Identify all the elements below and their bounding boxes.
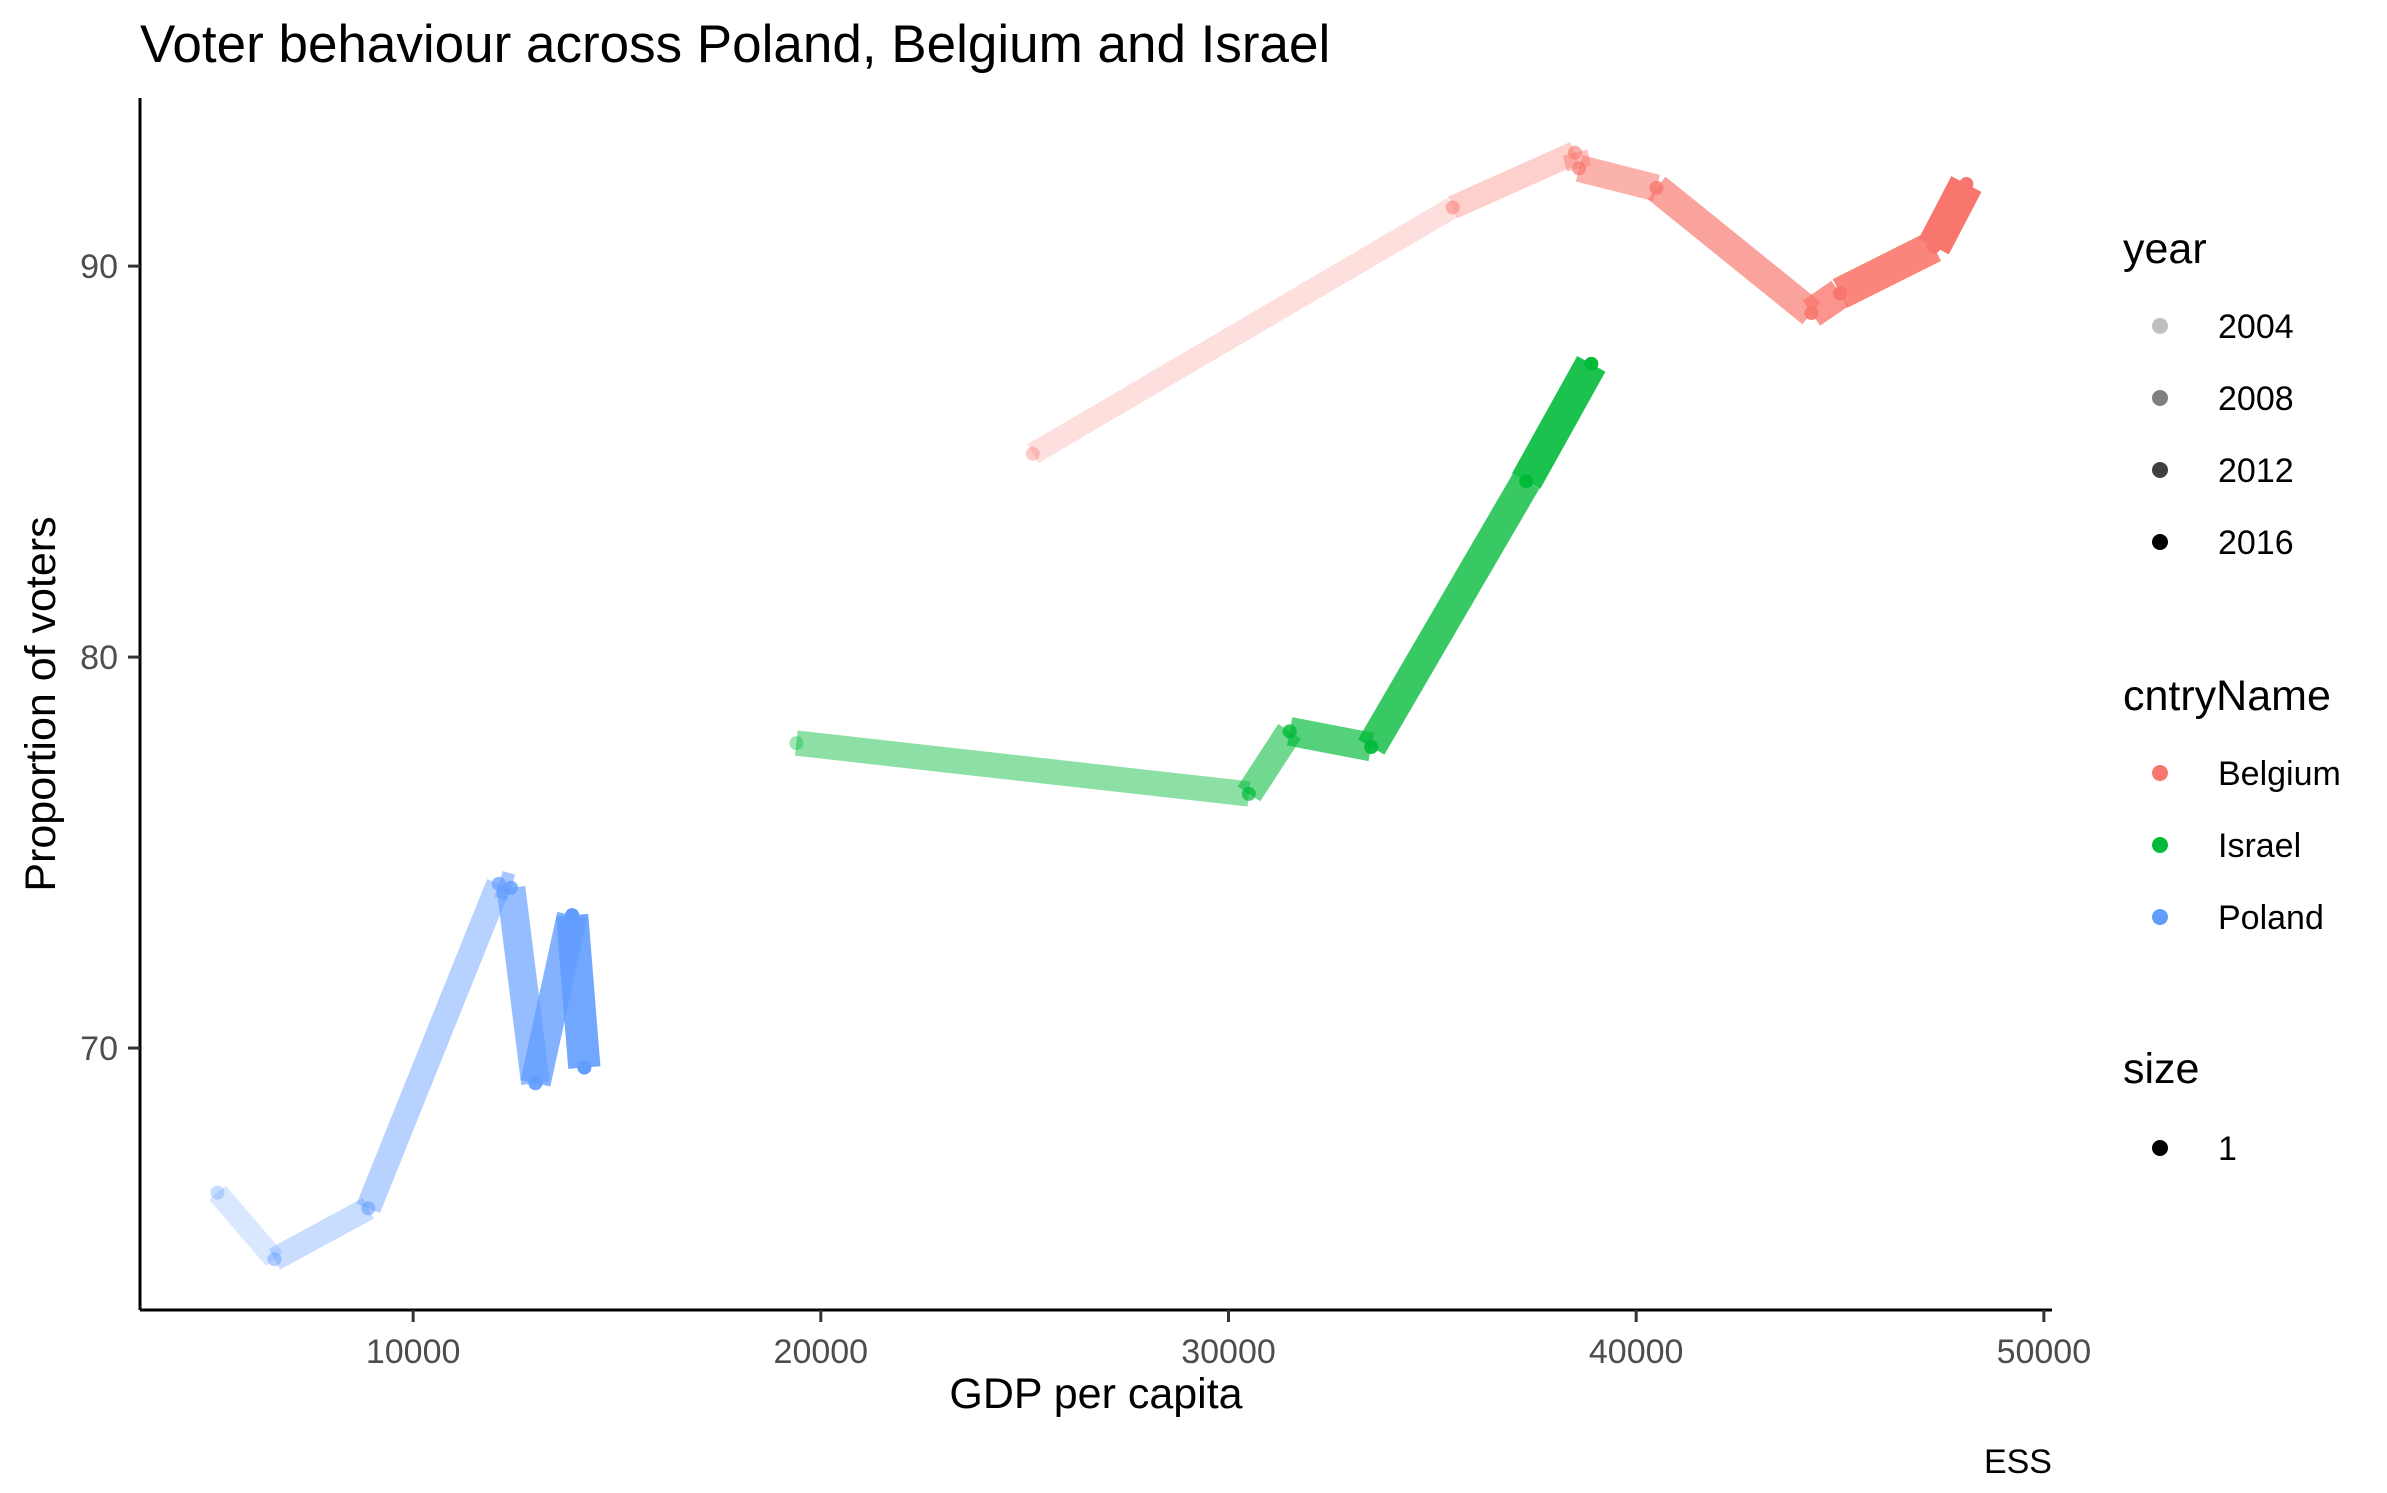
legend-key — [2152, 837, 2168, 853]
y-ticks: 70 80 90 — [80, 248, 140, 1068]
series-segment — [209, 1185, 283, 1267]
x-axis-title: GDP per capita — [949, 1370, 1242, 1418]
legend-cntryname: cntryName Belgium Israel Poland — [2123, 672, 2341, 937]
legend-year: year 2004 2008 2012 2016 — [2123, 225, 2294, 562]
legend-key — [2152, 1140, 2168, 1156]
chart-caption: ESS — [1984, 1443, 2052, 1481]
legend-key — [2152, 318, 2168, 334]
y-axis-title: Proportion of voters — [17, 516, 65, 891]
legend-key — [2152, 534, 2168, 550]
legend-title: size — [2123, 1045, 2199, 1093]
series-segment — [1832, 232, 1941, 308]
legend-label: Poland — [2218, 899, 2324, 937]
legend-title: cntryName — [2123, 672, 2331, 720]
chart-title: Voter behaviour across Poland, Belgium a… — [140, 15, 1330, 74]
y-tick-label: 70 — [80, 1030, 118, 1068]
data-point — [1649, 180, 1664, 195]
data-point — [1568, 145, 1583, 160]
series-israel — [789, 356, 1606, 807]
legend-key — [2152, 765, 2168, 781]
x-axis: 10000 20000 30000 40000 50000 — [140, 1308, 2091, 1371]
x-ticks: 10000 20000 30000 40000 50000 — [366, 1310, 2091, 1371]
series-segment — [794, 730, 1251, 807]
series-segment — [1286, 717, 1374, 762]
series-segment — [1512, 356, 1606, 489]
series-segment — [1575, 155, 1660, 202]
legend-key — [2152, 909, 2168, 925]
data-point — [1364, 740, 1379, 755]
x-tick-label: 50000 — [1997, 1333, 2092, 1371]
y-tick-label: 80 — [80, 639, 118, 677]
legend-label: 2016 — [2218, 524, 2294, 562]
x-tick-label: 20000 — [774, 1333, 869, 1371]
series-segment — [268, 1198, 374, 1270]
data-point — [1445, 200, 1460, 215]
legend-label: 1 — [2218, 1130, 2237, 1168]
series-segment — [1237, 723, 1301, 802]
data-point — [1025, 446, 1040, 461]
legend-size: size 1 — [2123, 1045, 2237, 1168]
data-point — [1833, 286, 1848, 301]
data-point — [1519, 474, 1534, 489]
data-point — [577, 1060, 592, 1075]
data-point — [210, 1185, 225, 1200]
x-tick-label: 40000 — [1589, 1333, 1684, 1371]
data-point — [1804, 306, 1819, 321]
legend: year 2004 2008 2012 2016 cntryName Belgium Isra… — [2123, 225, 2341, 1168]
legend-title: year — [2123, 225, 2207, 273]
data-point — [503, 880, 518, 895]
series-segment — [1027, 198, 1459, 464]
legend-key — [2152, 390, 2168, 406]
series-belgium — [1025, 142, 1982, 464]
series-segment — [1647, 176, 1821, 325]
series-segment — [356, 879, 511, 1214]
plot-area — [209, 142, 1982, 1270]
data-point — [528, 1076, 543, 1091]
data-point — [1241, 786, 1256, 801]
legend-key — [2152, 462, 2168, 478]
legend-label: 2012 — [2218, 452, 2294, 490]
legend-label: 2004 — [2218, 308, 2294, 346]
data-point — [1959, 177, 1974, 192]
legend-label: Belgium — [2218, 755, 2341, 793]
data-point — [789, 736, 804, 751]
legend-label: Israel — [2218, 827, 2301, 865]
series-segment — [1447, 142, 1580, 219]
data-point — [267, 1252, 282, 1267]
data-point — [1572, 161, 1587, 176]
y-tick-label: 90 — [80, 248, 118, 286]
x-tick-label: 30000 — [1181, 1333, 1276, 1371]
data-point — [1926, 239, 1941, 254]
data-point — [1282, 724, 1297, 739]
legend-label: 2008 — [2218, 380, 2294, 418]
x-tick-label: 10000 — [366, 1333, 461, 1371]
data-point — [361, 1201, 376, 1216]
series-segment — [1358, 473, 1540, 755]
series-segment — [1918, 176, 1982, 255]
data-point — [491, 876, 506, 891]
series-poland — [209, 870, 601, 1270]
data-point — [1584, 356, 1599, 371]
series-segment — [556, 913, 601, 1069]
data-point — [565, 908, 580, 923]
y-axis: 70 80 90 — [80, 98, 142, 1310]
